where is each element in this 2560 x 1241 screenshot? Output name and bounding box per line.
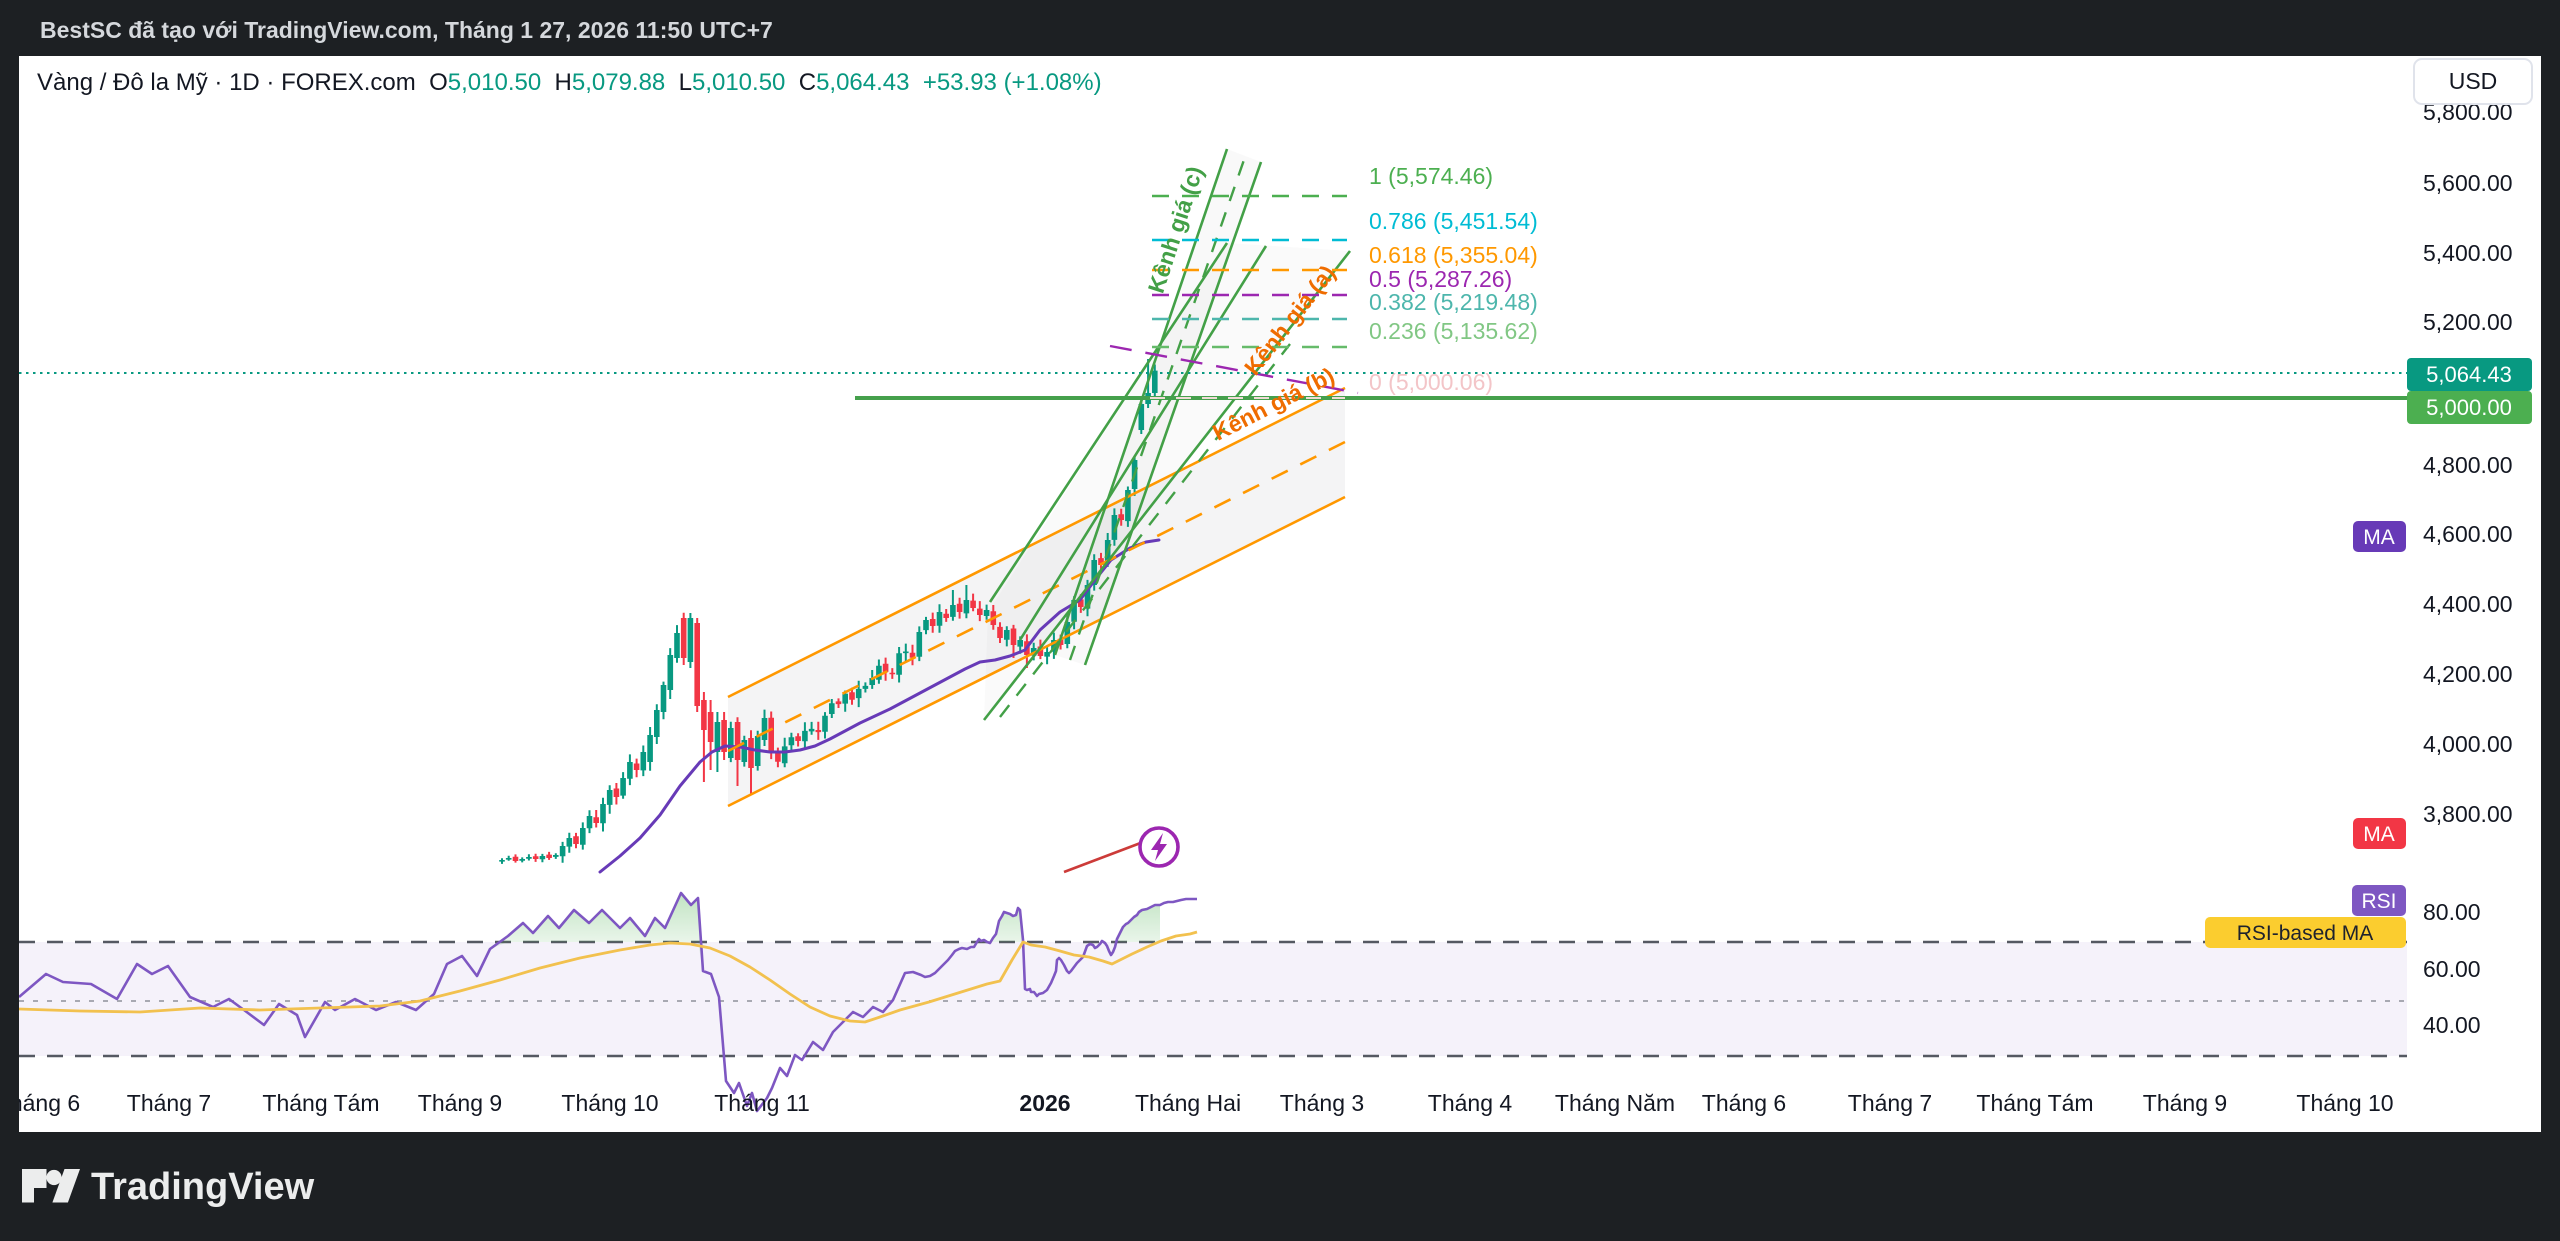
svg-text:0.786 (5,451.54): 0.786 (5,451.54) [1369,208,1538,234]
svg-text:MA: MA [2363,823,2395,846]
svg-text:Tháng 6: Tháng 6 [1702,1090,1786,1116]
svg-text:Tháng Hai: Tháng Hai [1135,1090,1241,1116]
svg-text:0.618 (5,355.04): 0.618 (5,355.04) [1369,242,1538,268]
svg-text:RSI-based MA: RSI-based MA [2237,922,2374,945]
svg-text:3,800.00: 3,800.00 [2423,801,2513,827]
svg-text:Tháng Tám: Tháng Tám [1976,1090,2093,1116]
svg-text:5,200.00: 5,200.00 [2423,309,2513,335]
svg-text:80.00: 80.00 [2423,899,2481,925]
svg-text:5,000.00: 5,000.00 [2426,395,2512,420]
svg-text:1 (5,574.46): 1 (5,574.46) [1369,163,1493,189]
svg-text:Tháng 10: Tháng 10 [561,1090,658,1116]
svg-text:RSI: RSI [2361,890,2396,913]
svg-text:TradingView: TradingView [91,1166,315,1208]
svg-text:4,400.00: 4,400.00 [2423,591,2513,617]
svg-text:0 (5,000.06): 0 (5,000.06) [1369,369,1493,395]
svg-text:Tháng 11: Tháng 11 [714,1090,809,1116]
svg-text:60.00: 60.00 [2423,956,2481,982]
svg-text:Tháng Năm: Tháng Năm [1555,1090,1675,1116]
svg-text:4,000.00: 4,000.00 [2423,731,2513,757]
svg-text:Tháng Tám: Tháng Tám [262,1090,379,1116]
svg-text:Tháng 7: Tháng 7 [127,1090,211,1116]
svg-text:40.00: 40.00 [2423,1012,2481,1038]
svg-text:4,600.00: 4,600.00 [2423,521,2513,547]
svg-text:5,600.00: 5,600.00 [2423,170,2513,196]
svg-text:Tháng 4: Tháng 4 [1428,1090,1513,1116]
svg-text:5,400.00: 5,400.00 [2423,240,2513,266]
svg-text:USD: USD [2449,68,2498,94]
svg-text:4,200.00: 4,200.00 [2423,661,2513,687]
svg-text:Tháng 9: Tháng 9 [418,1090,502,1116]
svg-text:Tháng 3: Tháng 3 [1280,1090,1364,1116]
svg-text:5,064.43: 5,064.43 [2426,362,2512,387]
svg-text:BestSC đã tạo với TradingView.: BestSC đã tạo với TradingView.com, Tháng… [40,17,773,43]
svg-text:Tháng 7: Tháng 7 [1848,1090,1932,1116]
svg-text:Vàng / Đô la Mỹ · 1D · FOREX.c: Vàng / Đô la Mỹ · 1D · FOREX.com O5,010.… [37,69,1102,96]
svg-text:4,800.00: 4,800.00 [2423,452,2513,478]
svg-text:Tháng 9: Tháng 9 [2143,1090,2227,1116]
svg-text:0.236 (5,135.62): 0.236 (5,135.62) [1369,318,1538,344]
svg-text:0.382 (5,219.48): 0.382 (5,219.48) [1369,289,1538,315]
svg-text:MA: MA [2363,526,2395,549]
svg-text:2026: 2026 [1019,1090,1070,1116]
svg-text:0.5 (5,287.26): 0.5 (5,287.26) [1369,266,1512,292]
svg-text:Tháng 10: Tháng 10 [2296,1090,2393,1116]
